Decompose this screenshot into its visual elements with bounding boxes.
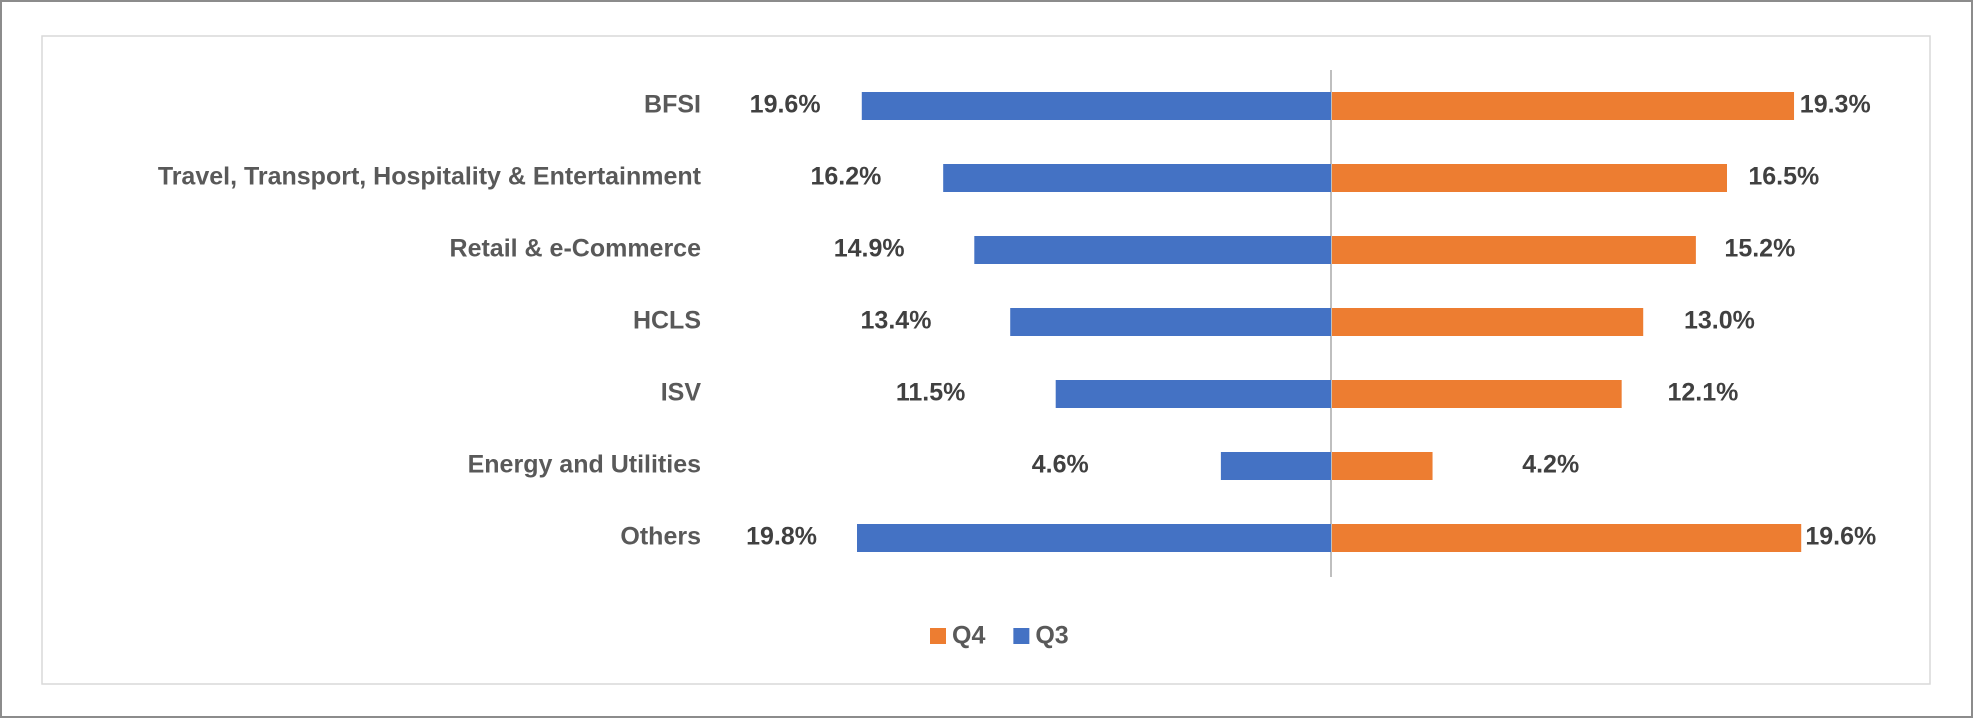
value-label: 14.9%	[834, 235, 905, 263]
category-label: Retail & e-Commerce	[450, 235, 702, 263]
value-label: 16.5%	[1748, 163, 1819, 191]
bar	[1332, 92, 1795, 120]
value-label: 16.2%	[810, 163, 881, 191]
value-label: 12.1%	[1667, 379, 1738, 407]
category-label: Others	[620, 523, 701, 551]
bar	[1332, 236, 1696, 264]
bar	[1332, 164, 1727, 192]
bar	[1332, 308, 1644, 336]
category-label: Energy and Utilities	[468, 451, 701, 479]
value-label: 19.6%	[1805, 523, 1876, 551]
category-label: ISV	[661, 379, 702, 407]
legend-label: Q4	[952, 622, 985, 650]
bar	[861, 92, 1331, 120]
value-label: 19.3%	[1800, 91, 1871, 119]
legend-swatch	[930, 628, 946, 644]
bar	[1055, 380, 1331, 408]
value-label: 13.0%	[1684, 307, 1755, 335]
bar	[1010, 308, 1331, 336]
value-label: 19.8%	[746, 523, 817, 551]
value-label: 4.2%	[1522, 451, 1579, 479]
legend-label: Q3	[1035, 622, 1068, 650]
category-label: HCLS	[633, 307, 701, 335]
bar	[1220, 452, 1331, 480]
bar	[1332, 524, 1802, 552]
bar	[1332, 380, 1622, 408]
category-label: BFSI	[644, 91, 701, 119]
value-label: 15.2%	[1724, 235, 1795, 263]
bar	[974, 236, 1331, 264]
value-label: 19.6%	[750, 91, 821, 119]
value-label: 4.6%	[1032, 451, 1089, 479]
bar	[857, 524, 1331, 552]
bar	[943, 164, 1331, 192]
bar	[1332, 452, 1433, 480]
plot-panel	[41, 35, 1931, 685]
legend-swatch	[1013, 628, 1030, 644]
value-label: 13.4%	[861, 307, 932, 335]
value-label: 11.5%	[896, 379, 966, 407]
category-label: Travel, Transport, Hospitality & Enterta…	[158, 163, 702, 191]
